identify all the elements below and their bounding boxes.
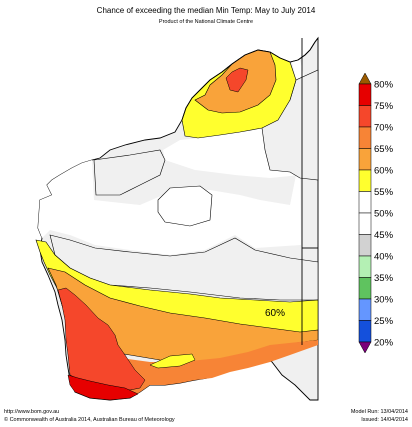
yellow-60-island: [149, 353, 196, 369]
footer-issued: Issued: 14/04/2014: [361, 417, 408, 423]
legend-swatch: [358, 148, 372, 171]
red-75-north: [225, 67, 249, 93]
legend-label: 70%: [374, 123, 394, 134]
legend-swatch: [358, 191, 372, 214]
inland-contour-loop: [157, 185, 213, 227]
probability-legend: 80% 75% 70% 65% 60% 55% 50% 45% 40% 35% 30% 25% 20%: [358, 72, 394, 354]
legend-swatch: [358, 105, 372, 128]
legend-swatch: [358, 255, 372, 278]
grey-inland-patch: [93, 149, 166, 196]
legend-swatch: [358, 277, 372, 300]
legend-label: 65%: [374, 144, 394, 155]
legend-swatch: [358, 234, 372, 257]
legend-label: 75%: [374, 101, 394, 112]
north-coast-outline: [181, 37, 319, 121]
footer-model-run: Model Run: 13/04/2014: [350, 409, 408, 415]
white-region: [38, 60, 305, 255]
legend-label: 25%: [374, 316, 394, 327]
legend-label: 45%: [374, 230, 394, 241]
legend-top-arrow: [358, 72, 372, 85]
legend-swatch: [358, 126, 372, 149]
legend-swatch: [358, 83, 372, 106]
footer-right: Model Run: 13/04/2014 Issued: 14/04/2014: [351, 408, 408, 424]
legend-bottom-arrow: [358, 341, 372, 354]
legend-swatch: [358, 298, 372, 321]
map-subtitle: Product of the National Climate Centre: [158, 19, 254, 25]
legend-swatch: [358, 169, 372, 192]
red-75-west: [57, 287, 146, 391]
red-80-southwest: [67, 374, 139, 401]
legend-label: 30%: [374, 295, 394, 306]
legend-label: 55%: [374, 187, 394, 198]
wa-probability-map: 60%: [35, 36, 319, 401]
legend-label: 80%: [374, 80, 394, 91]
legend-label: 40%: [374, 252, 394, 263]
footer-copyright: © Commonwealth of Australia 2014, Austra…: [4, 417, 175, 423]
legend-label: 60%: [374, 166, 394, 177]
footer-url[interactable]: http://www.bom.gov.au: [4, 409, 60, 415]
legend-swatch: [358, 212, 372, 235]
legend-label: 20%: [374, 338, 394, 349]
legend-label: 35%: [374, 273, 394, 284]
legend-label: 50%: [374, 209, 394, 220]
footer-left: http://www.bom.gov.au © Commonwealth of …: [4, 408, 175, 424]
contour-label-60: 60%: [265, 308, 285, 319]
legend-swatch: [358, 320, 372, 343]
map-title: Chance of exceeding the median Min Temp:…: [96, 6, 316, 15]
